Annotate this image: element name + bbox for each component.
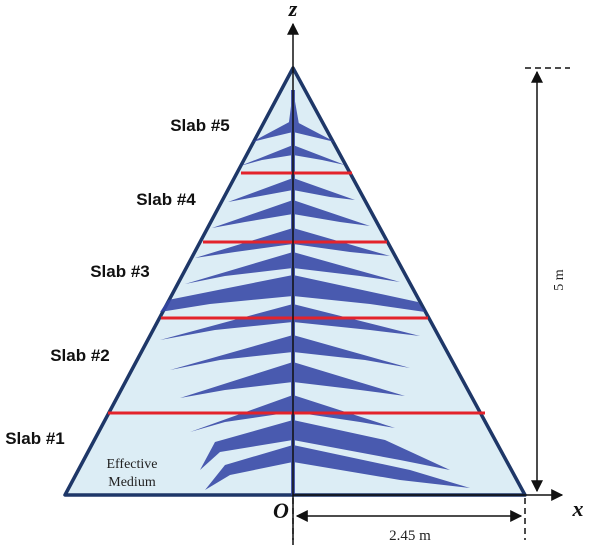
slab-label: Slab #4 <box>136 190 196 209</box>
slab-boundaries <box>108 171 485 415</box>
slab-label: Slab #3 <box>90 262 150 281</box>
slab-label: Slab #1 <box>5 429 65 448</box>
z-label: z <box>288 0 298 21</box>
base-label: 2.45 m <box>389 528 431 544</box>
medium-label: Effective <box>106 457 157 472</box>
medium-label: Medium <box>108 475 156 490</box>
x-label: x <box>572 496 584 521</box>
height-label: 5 m <box>552 269 567 291</box>
origin-label: O <box>273 498 289 523</box>
slab-label: Slab #2 <box>50 346 110 365</box>
slab-label: Slab #5 <box>170 116 230 135</box>
